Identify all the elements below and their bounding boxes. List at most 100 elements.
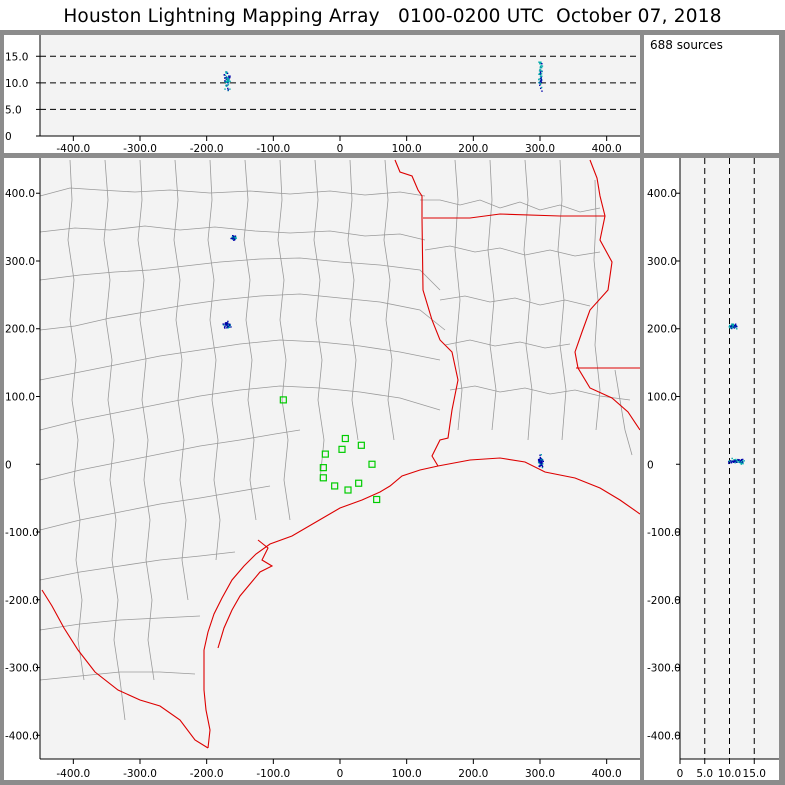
source-point	[541, 466, 544, 469]
altitude-ns-plot: 0 5.0 10.0 15.0 -400.0 -300.0 -200.0 -100.0 0 100…	[647, 158, 779, 780]
station-marker	[344, 486, 352, 494]
altitude-ew-plot: -400.0 -300.0 -200.0 -100.0 0 100.0 200.0 300.0…	[5, 35, 640, 153]
x-tick-label: 400.0	[592, 143, 622, 153]
source-point	[232, 234, 234, 237]
y-tick-label: -100.0	[647, 527, 681, 539]
source-point	[539, 82, 541, 84]
source-point	[538, 73, 540, 76]
y-tick-label: -300.0	[647, 663, 681, 675]
source-point	[539, 66, 542, 69]
station-marker	[331, 482, 339, 490]
source-point	[227, 79, 230, 81]
source-point	[228, 75, 230, 77]
source-point	[539, 87, 542, 90]
x-tick-label: 15.0	[743, 768, 766, 780]
source-point	[732, 324, 735, 327]
source-point	[728, 462, 730, 465]
source-point	[539, 75, 542, 78]
source-point	[731, 457, 733, 460]
x-tick-label: 300.0	[525, 143, 555, 153]
source-point	[541, 459, 543, 461]
source-point	[737, 459, 740, 461]
source-point	[537, 461, 540, 464]
source-point	[537, 458, 540, 461]
source-point	[737, 461, 739, 463]
source-point	[539, 462, 542, 465]
y-tick-label: 0	[5, 459, 12, 471]
source-point	[731, 326, 733, 329]
source-point	[540, 459, 542, 461]
source-point	[540, 78, 543, 81]
source-point	[226, 325, 229, 327]
source-point	[727, 461, 730, 463]
source-point	[223, 77, 226, 79]
source-point	[735, 461, 738, 463]
source-point	[541, 462, 543, 464]
source-point	[540, 75, 543, 78]
source-point	[540, 65, 542, 67]
source-point	[229, 80, 231, 83]
source-point	[227, 87, 229, 90]
source-point	[226, 80, 229, 83]
source-point	[538, 458, 541, 461]
source-point	[539, 463, 542, 466]
source-point	[541, 70, 543, 73]
source-point	[228, 78, 230, 80]
source-point	[729, 327, 731, 329]
source-point	[733, 326, 735, 328]
source-point	[226, 322, 229, 324]
y-tick-label: 5.0	[5, 104, 22, 116]
y-tick-label: 400.0	[647, 188, 677, 200]
y-tick-label: -300.0	[5, 663, 39, 675]
source-point	[227, 89, 229, 91]
source-point	[540, 77, 542, 79]
source-point	[539, 83, 542, 85]
source-point	[232, 237, 234, 239]
source-point	[225, 78, 227, 80]
y-tick-label: 10.0	[5, 78, 28, 90]
source-point	[541, 90, 543, 92]
station-marker	[373, 495, 381, 504]
source-point	[227, 77, 229, 79]
source-point	[728, 324, 731, 327]
source-point	[227, 325, 229, 328]
source-point	[738, 459, 740, 461]
source-point	[732, 460, 734, 462]
source-point	[741, 462, 743, 464]
source-point	[538, 465, 540, 467]
station-marker	[338, 445, 346, 453]
source-point	[229, 324, 231, 326]
source-point	[539, 460, 541, 462]
x-tick-label: 0	[337, 143, 344, 153]
source-point	[224, 88, 226, 90]
y-tick-label: 300.0	[5, 256, 35, 268]
state-and-coast-lines	[41, 159, 640, 749]
source-point	[732, 323, 735, 326]
source-point	[539, 454, 541, 456]
x-tick-label: -300.0	[123, 768, 157, 780]
source-point	[731, 325, 734, 327]
source-point	[224, 323, 226, 325]
source-point	[223, 326, 226, 328]
source-point	[738, 460, 740, 462]
x-tick-label: -200.0	[190, 143, 224, 153]
y-tick-label: 100.0	[647, 392, 677, 404]
source-point	[740, 463, 742, 465]
x-tick-label: -400.0	[56, 143, 90, 153]
y-tick-label: 200.0	[647, 324, 677, 336]
source-point	[736, 325, 738, 328]
source-point	[225, 322, 228, 324]
source-point	[227, 78, 229, 80]
source-point	[539, 71, 542, 73]
source-point	[731, 460, 733, 463]
source-point	[224, 325, 226, 327]
source-point	[539, 63, 541, 65]
y-tick-label: -400.0	[647, 730, 681, 742]
source-point	[541, 465, 544, 468]
source-point	[742, 462, 744, 464]
source-point	[539, 459, 541, 461]
county-boundaries	[39, 159, 633, 721]
source-point	[229, 75, 231, 77]
x-tick-label: 5.0	[696, 768, 713, 780]
station-marker	[321, 450, 329, 458]
